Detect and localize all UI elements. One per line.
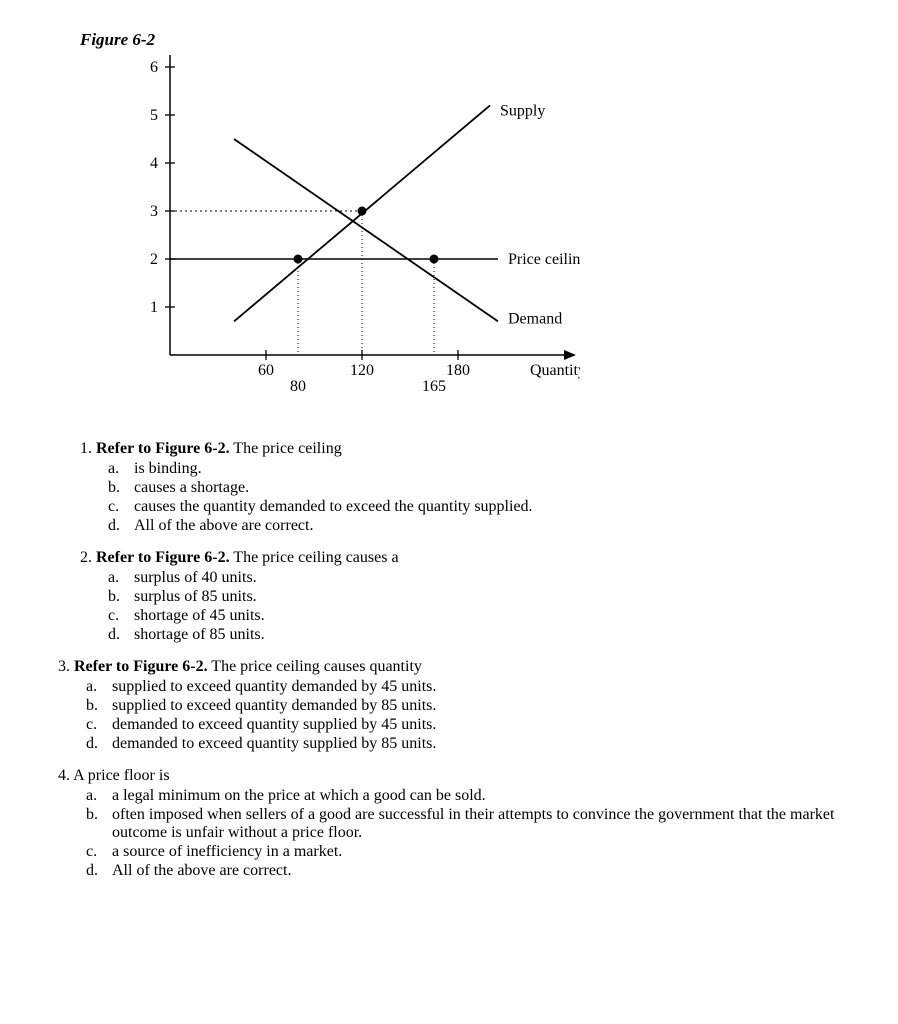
supply-demand-chart: 1 2 3 4 5 6 60 120 180 80 165 Price Quantity Supply De…: [110, 55, 580, 415]
option-letter: b.: [108, 479, 134, 497]
question-rest: The price ceiling causes a: [230, 549, 399, 566]
svg-text:Demand: Demand: [508, 310, 562, 327]
option-text: surplus of 40 units.: [134, 569, 858, 587]
option-text: All of the above are correct.: [112, 862, 858, 880]
question-1: 1. Refer to Figure 6-2. The price ceilin…: [80, 440, 858, 535]
option-letter: a.: [108, 569, 134, 587]
option-letter: b.: [86, 697, 112, 715]
svg-text:120: 120: [350, 362, 374, 379]
question-rest: A price floor is: [73, 767, 169, 784]
svg-text:60: 60: [258, 362, 274, 379]
option-letter: d.: [108, 517, 134, 535]
option-text: supplied to exceed quantity demanded by …: [112, 697, 858, 715]
option-text: supplied to exceed quantity demanded by …: [112, 678, 858, 696]
option-letter: c.: [108, 498, 134, 516]
svg-text:4: 4: [150, 155, 158, 172]
svg-text:2: 2: [150, 251, 158, 268]
option: c.demanded to exceed quantity supplied b…: [86, 716, 858, 734]
question-2: 2. Refer to Figure 6-2. The price ceilin…: [80, 549, 858, 644]
option: d.shortage of 85 units.: [108, 626, 858, 644]
question-lead: Refer to Figure 6-2.: [96, 549, 230, 566]
option-letter: d.: [86, 735, 112, 753]
option-text: demanded to exceed quantity supplied by …: [112, 716, 858, 734]
options: a.is binding.b.causes a shortage.c.cause…: [80, 460, 858, 535]
option-letter: c.: [86, 716, 112, 734]
option-text: shortage of 45 units.: [134, 607, 858, 625]
question-rest: The price ceiling: [230, 440, 342, 457]
svg-text:Supply: Supply: [500, 102, 545, 119]
question-3: 3. Refer to Figure 6-2. The price ceilin…: [58, 658, 858, 753]
option-letter: d.: [86, 862, 112, 880]
question-rest: The price ceiling causes quantity: [208, 658, 422, 675]
options: a.surplus of 40 units.b.surplus of 85 un…: [80, 569, 858, 644]
option: d.All of the above are correct.: [86, 862, 858, 880]
option: c.shortage of 45 units.: [108, 607, 858, 625]
option-letter: d.: [108, 626, 134, 644]
svg-text:5: 5: [150, 107, 158, 124]
option: b.causes a shortage.: [108, 479, 858, 497]
option-letter: c.: [86, 843, 112, 861]
option-text: a legal minimum on the price at which a …: [112, 787, 858, 805]
question-stem: 4. A price floor is: [58, 767, 858, 785]
option-letter: a.: [86, 787, 112, 805]
option-text: a source of inefficiency in a market.: [112, 843, 858, 861]
questions-list: 1. Refer to Figure 6-2. The price ceilin…: [40, 440, 858, 880]
svg-text:6: 6: [150, 59, 158, 76]
svg-text:Price ceiling: Price ceiling: [508, 251, 580, 268]
option-text: often imposed when sellers of a good are…: [112, 806, 858, 842]
option-letter: a.: [108, 460, 134, 478]
option: a.surplus of 40 units.: [108, 569, 858, 587]
option-text: causes a shortage.: [134, 479, 858, 497]
option: a.a legal minimum on the price at which …: [86, 787, 858, 805]
option: d.demanded to exceed quantity supplied b…: [86, 735, 858, 753]
option-text: demanded to exceed quantity supplied by …: [112, 735, 858, 753]
figure-title: Figure 6-2: [80, 30, 858, 50]
option: c.causes the quantity demanded to exceed…: [108, 498, 858, 516]
option-letter: a.: [86, 678, 112, 696]
options: a.supplied to exceed quantity demanded b…: [58, 678, 858, 753]
question-4: 4. A price floor is a.a legal minimum on …: [58, 767, 858, 880]
option-text: causes the quantity demanded to exceed t…: [134, 498, 858, 516]
svg-text:180: 180: [446, 362, 470, 379]
question-lead: Refer to Figure 6-2.: [96, 440, 230, 457]
question-lead: Refer to Figure 6-2.: [74, 658, 208, 675]
option-letter: b.: [86, 806, 112, 842]
option-text: is binding.: [134, 460, 858, 478]
chart-container: 1 2 3 4 5 6 60 120 180 80 165 Price Quantity Supply De…: [110, 55, 858, 415]
question-stem: 1. Refer to Figure 6-2. The price ceilin…: [80, 440, 858, 458]
option-letter: b.: [108, 588, 134, 606]
question-number: 1.: [80, 440, 92, 457]
option-text: surplus of 85 units.: [134, 588, 858, 606]
question-number: 4.: [58, 767, 70, 784]
option-letter: c.: [108, 607, 134, 625]
option: a.supplied to exceed quantity demanded b…: [86, 678, 858, 696]
question-stem: 2. Refer to Figure 6-2. The price ceilin…: [80, 549, 858, 567]
question-stem: 3. Refer to Figure 6-2. The price ceilin…: [58, 658, 858, 676]
svg-text:80: 80: [290, 378, 306, 395]
option: b.often imposed when sellers of a good a…: [86, 806, 858, 842]
svg-text:Price: Price: [178, 55, 211, 59]
option: b.surplus of 85 units.: [108, 588, 858, 606]
option-text: All of the above are correct.: [134, 517, 858, 535]
options: a.a legal minimum on the price at which …: [58, 787, 858, 880]
option-text: shortage of 85 units.: [134, 626, 858, 644]
question-number: 3.: [58, 658, 70, 675]
option: a.is binding.: [108, 460, 858, 478]
option: d.All of the above are correct.: [108, 517, 858, 535]
option: b.supplied to exceed quantity demanded b…: [86, 697, 858, 715]
option: c.a source of inefficiency in a market.: [86, 843, 858, 861]
svg-text:3: 3: [150, 203, 158, 220]
svg-text:1: 1: [150, 299, 158, 316]
svg-text:165: 165: [422, 378, 446, 395]
svg-text:Quantity: Quantity: [530, 362, 580, 379]
question-number: 2.: [80, 549, 92, 566]
